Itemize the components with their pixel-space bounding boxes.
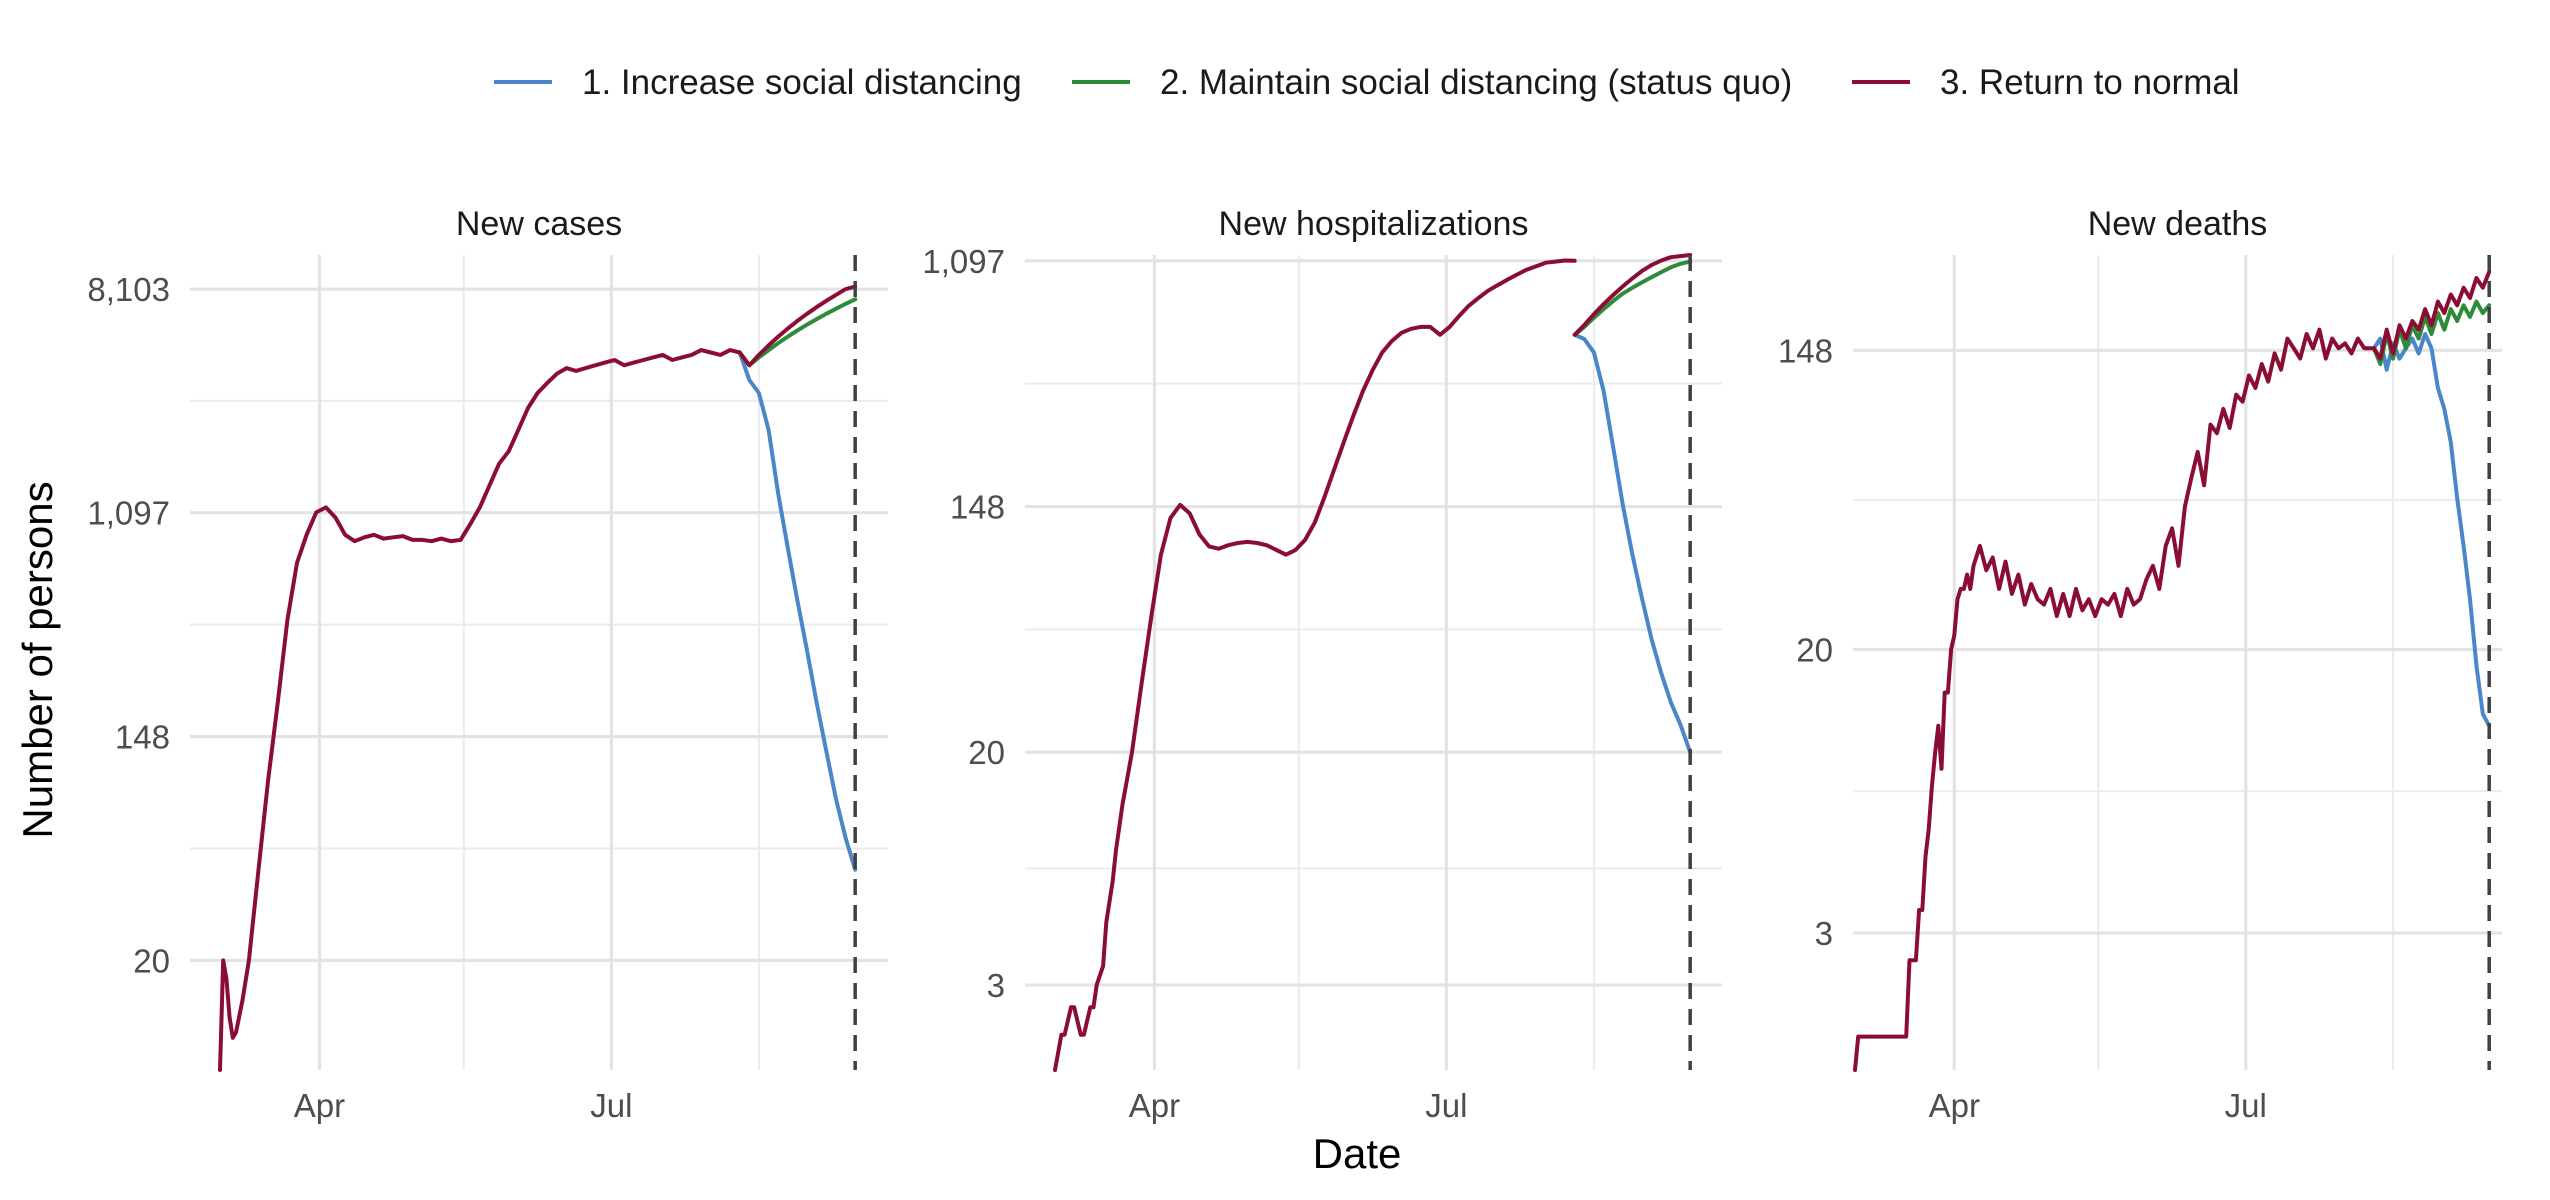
x-axis-title: Date bbox=[1313, 1130, 1402, 1177]
panel-3: New deaths 3 20 148 Apr Jul bbox=[1778, 205, 2502, 1124]
x-tick-label: Jul bbox=[2225, 1087, 2267, 1124]
y-tick-label: 20 bbox=[133, 942, 170, 979]
panel-title: New hospitalizations bbox=[1219, 205, 1529, 243]
y-tick-label: 148 bbox=[1778, 332, 1833, 369]
x-tick-label: Apr bbox=[1129, 1087, 1180, 1124]
y-tick-label: 1,097 bbox=[87, 495, 170, 532]
x-tick-label: Apr bbox=[294, 1087, 345, 1124]
series-line-3 bbox=[1572, 253, 1693, 337]
series-line-1 bbox=[1572, 332, 1693, 755]
series-line-history bbox=[218, 348, 742, 1072]
legend-label-3: 3. Return to normal bbox=[1940, 63, 2240, 102]
legend: 1. Increase social distancing 2. Maintain… bbox=[494, 63, 2240, 102]
y-tick-label: 8,103 bbox=[87, 271, 170, 308]
panel-2: New hospitalizations 3 20 148 1,097 Apr Jul bbox=[922, 205, 1722, 1124]
series-lines bbox=[218, 284, 858, 1072]
legend-label-1: 1. Increase social distancing bbox=[582, 63, 1022, 102]
series-line-2 bbox=[2371, 299, 2492, 366]
series-line-3 bbox=[2371, 269, 2492, 361]
y-tick-label: 1,097 bbox=[922, 243, 1005, 280]
series-line-history bbox=[1053, 258, 1577, 1072]
series-line-2 bbox=[1572, 259, 1693, 337]
y-tick-label: 3 bbox=[1815, 915, 1833, 952]
y-tick-label: 148 bbox=[950, 489, 1005, 526]
y-axis-title: Number of persons bbox=[14, 481, 61, 838]
panel-title: New cases bbox=[456, 205, 622, 243]
y-tick-label: 148 bbox=[115, 719, 170, 756]
panel-1: New cases 20 148 1,097 8,103 Apr Jul bbox=[87, 205, 888, 1124]
legend-label-2: 2. Maintain social distancing (status qu… bbox=[1160, 63, 1792, 102]
y-tick-label: 20 bbox=[968, 734, 1005, 771]
series-line-3 bbox=[737, 284, 858, 368]
x-tick-label: Jul bbox=[590, 1087, 632, 1124]
series-line-1 bbox=[737, 350, 858, 872]
x-tick-label: Apr bbox=[1929, 1087, 1980, 1124]
series-line-1 bbox=[2371, 332, 2492, 728]
y-tick-label: 20 bbox=[1796, 631, 1833, 668]
series-lines bbox=[1053, 253, 1693, 1072]
x-tick-label: Jul bbox=[1425, 1087, 1467, 1124]
series-lines bbox=[1853, 269, 2492, 1072]
panel-title: New deaths bbox=[2088, 205, 2268, 243]
series-line-history bbox=[1853, 327, 2376, 1072]
y-tick-label: 3 bbox=[987, 967, 1005, 1004]
